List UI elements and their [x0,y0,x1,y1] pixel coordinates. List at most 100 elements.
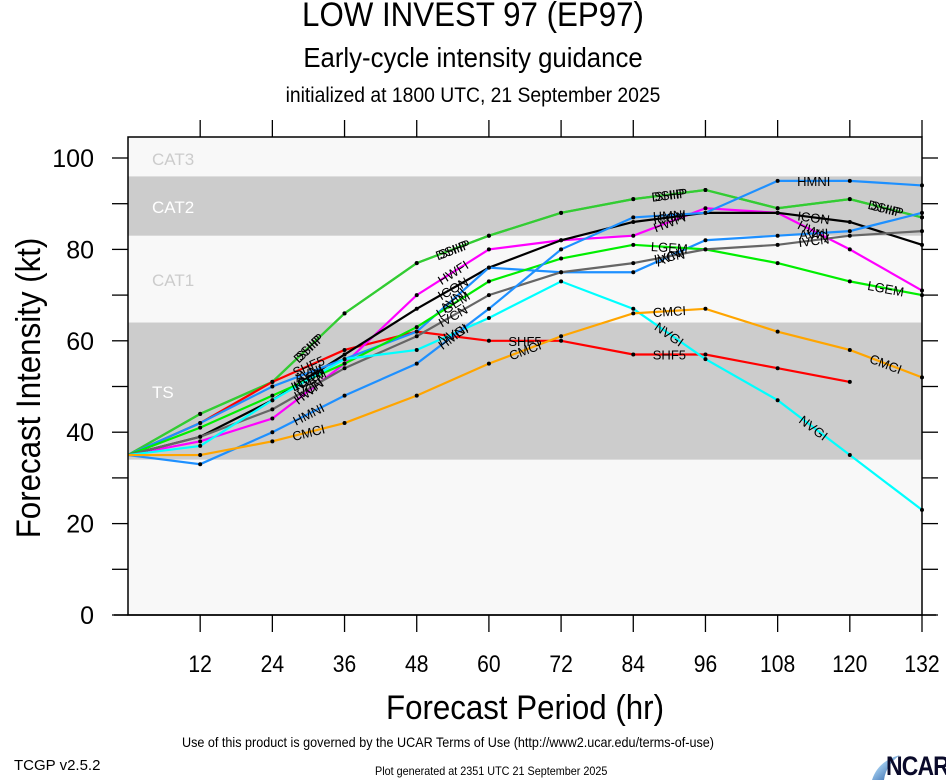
data-point-lgem [198,425,203,430]
x-tick-label: 96 [694,651,717,678]
data-point-nvgi [559,279,564,284]
generated-time: Plot generated at 2351 UTC 21 September … [375,764,608,778]
data-point-ship [414,261,419,266]
data-point-icon [847,219,852,224]
y-tick-label: 80 [66,236,94,264]
data-point-cmci [198,453,203,458]
data-point-nvgi [414,347,419,352]
data-point-cmci [703,306,708,311]
x-tick-label: 24 [261,651,284,678]
data-point-ship [703,187,708,192]
data-point-hwfi [486,247,491,252]
data-point-lgem [631,242,636,247]
y-tick-label: 60 [66,328,94,356]
data-point-avni [631,270,636,275]
x-tick-label: 36 [333,651,356,678]
series-label-text: CMCI [652,303,686,320]
data-point-ivcn [270,407,275,412]
data-point-hmni [775,178,780,183]
data-point-cmci [631,311,636,316]
x-tick-label: 60 [477,651,500,678]
series-label-hmni: HMNI [652,207,686,224]
series-line-hwfi [127,207,923,457]
series-label-text: IVCN [653,246,686,267]
data-point-shf5 [342,347,347,352]
x-tick-label: 120 [832,651,867,678]
series-label-dshp: DSHP [651,185,689,204]
data-point-ship [847,197,852,202]
data-point-nvgi [631,306,636,311]
data-point-hmni [270,430,275,435]
data-point-nvgi [847,453,852,458]
band-label-cat1: CAT1 [152,271,194,290]
series-label-text: LGEM [866,278,905,300]
data-point-lgem [342,361,347,366]
data-point-ivcn [486,293,491,298]
x-tick-label: 84 [622,651,645,678]
x-tick-label: 132 [904,651,939,678]
version-label: TCGP v2.5.2 [14,757,101,774]
data-point-hwfi [198,439,203,444]
chart-title: LOW INVEST 97 (EP97) [302,0,644,34]
data-point-cmci [342,421,347,426]
data-point-nvgi [198,443,203,448]
series-label-text: HMNI [652,207,686,224]
data-point-lgem [559,256,564,261]
data-point-shf5 [559,338,564,343]
series-label-lgem: LGEM [650,239,688,256]
series-label-text: AVNI [799,225,829,242]
data-point-ship [198,411,203,416]
data-point-icon [559,238,564,243]
series-label-hmni: HMNI [797,174,830,189]
series-line-ivcn [127,230,923,457]
data-point-nvgi [270,398,275,403]
data-point-cmci [270,439,275,444]
data-point-ivcn [342,366,347,371]
series-labels: DSHPDSHPDSHPDSHPSHIPSHIPSHIPSHIPSHF5SHF5… [289,174,906,444]
series-line-nvgi [127,280,923,511]
data-point-cmci [847,347,852,352]
ncar-logo-text: NCAR [886,751,946,781]
series-lines [127,178,924,512]
data-point-ivcn [414,334,419,339]
series-label-ivcn: IVCN [797,231,830,250]
data-point-hmni [631,215,636,220]
series-label-icon: ICON [797,208,831,227]
series-label-avni: AVNI [799,225,829,242]
data-point-icon [775,210,780,215]
data-point-ship [559,210,564,215]
series-label-text: IVCN [797,231,830,250]
data-point-hwfi [631,233,636,238]
data-point-hmni [559,247,564,252]
band-label-ts: TS [152,383,174,402]
data-point-cmci [559,334,564,339]
data-point-avni [775,233,780,238]
data-point-ship [486,233,491,238]
data-point-avni [270,384,275,389]
series-label-cmci: CMCI [652,303,686,320]
band-label-cat3: CAT3 [152,150,194,169]
x-tick-label: 12 [188,651,211,678]
data-point-avni [703,238,708,243]
x-tick-label: 48 [405,651,428,678]
series-label-text: DSHP [651,185,689,204]
data-point-shf5 [486,338,491,343]
series-label-ship: SHIP [869,198,902,220]
series-label-text: SHIP [869,198,902,220]
y-tick-label: 40 [66,419,94,447]
x-tick-label: 108 [760,651,795,678]
data-point-hmni [486,306,491,311]
data-point-ivcn [559,270,564,275]
series-label-text: SHF5 [653,348,686,363]
data-point-hmni [198,462,203,467]
series-label-text: SHF5 [508,334,541,349]
data-point-hwfi [414,293,419,298]
axes: 12 24 36 48 60 72 84 96 108 120 132 0 20 40 60 80 100 For… [9,120,940,726]
data-point-shf5 [847,379,852,384]
data-point-avni [414,329,419,334]
data-point-ivcn [631,261,636,266]
y-tick-label: 0 [80,602,94,630]
data-point-ship [342,311,347,316]
data-point-hmni [703,210,708,215]
